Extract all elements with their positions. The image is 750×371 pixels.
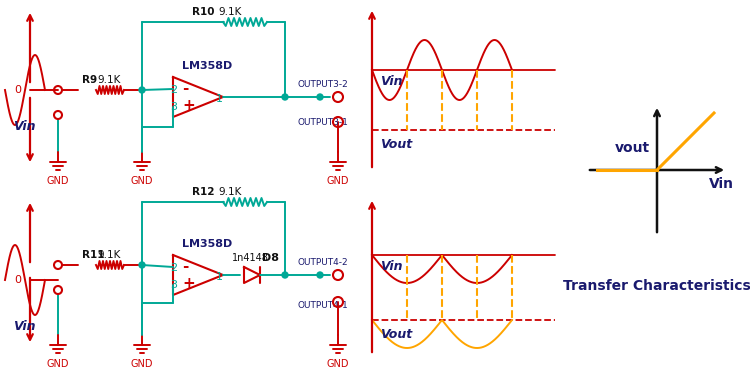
Circle shape <box>317 94 323 100</box>
Text: R10: R10 <box>192 7 214 17</box>
Text: 1: 1 <box>216 94 223 104</box>
Text: 9.1K: 9.1K <box>218 187 242 197</box>
Text: OUTPUT3-2: OUTPUT3-2 <box>298 80 349 89</box>
Text: Vout: Vout <box>380 328 412 341</box>
Text: GND: GND <box>46 176 69 186</box>
Text: Vout: Vout <box>380 138 412 151</box>
Text: +: + <box>182 98 195 112</box>
Text: 1n4148: 1n4148 <box>232 253 268 263</box>
Text: D8: D8 <box>262 253 279 263</box>
Circle shape <box>282 272 288 278</box>
Text: -: - <box>182 259 188 275</box>
Text: R11: R11 <box>82 250 104 260</box>
Circle shape <box>282 94 288 100</box>
Text: 9.1K: 9.1K <box>97 250 120 260</box>
Circle shape <box>139 87 145 93</box>
Text: 3: 3 <box>170 102 177 112</box>
Text: Vin: Vin <box>13 120 35 133</box>
Text: GND: GND <box>130 176 153 186</box>
Text: Vin: Vin <box>709 177 734 191</box>
Circle shape <box>317 272 323 278</box>
Text: 9.1K: 9.1K <box>218 7 242 17</box>
Text: R9: R9 <box>82 75 98 85</box>
Text: 9.1K: 9.1K <box>97 75 120 85</box>
Text: -: - <box>182 82 188 96</box>
Text: 1: 1 <box>216 272 223 282</box>
Text: Vin: Vin <box>380 260 403 273</box>
Text: 3: 3 <box>170 280 177 290</box>
Text: LM358D: LM358D <box>182 61 232 71</box>
Text: 0: 0 <box>14 85 22 95</box>
Text: +: + <box>182 276 195 290</box>
Text: OUTPUT4-1: OUTPUT4-1 <box>298 301 349 310</box>
Text: 0: 0 <box>14 275 22 285</box>
Text: 2: 2 <box>170 85 177 95</box>
Text: LM358D: LM358D <box>182 239 232 249</box>
Text: OUTPUT3-1: OUTPUT3-1 <box>298 118 349 127</box>
Circle shape <box>139 262 145 268</box>
Text: Vin: Vin <box>13 320 35 333</box>
Text: OUTPUT4-2: OUTPUT4-2 <box>298 258 349 267</box>
Text: R12: R12 <box>192 187 214 197</box>
Text: GND: GND <box>130 359 153 369</box>
Text: Vin: Vin <box>380 75 403 88</box>
Text: GND: GND <box>327 176 350 186</box>
Text: Transfer Characteristics: Transfer Characteristics <box>563 279 750 293</box>
Text: 2: 2 <box>170 263 177 273</box>
Text: vout: vout <box>615 141 650 155</box>
Text: GND: GND <box>327 359 350 369</box>
Text: GND: GND <box>46 359 69 369</box>
